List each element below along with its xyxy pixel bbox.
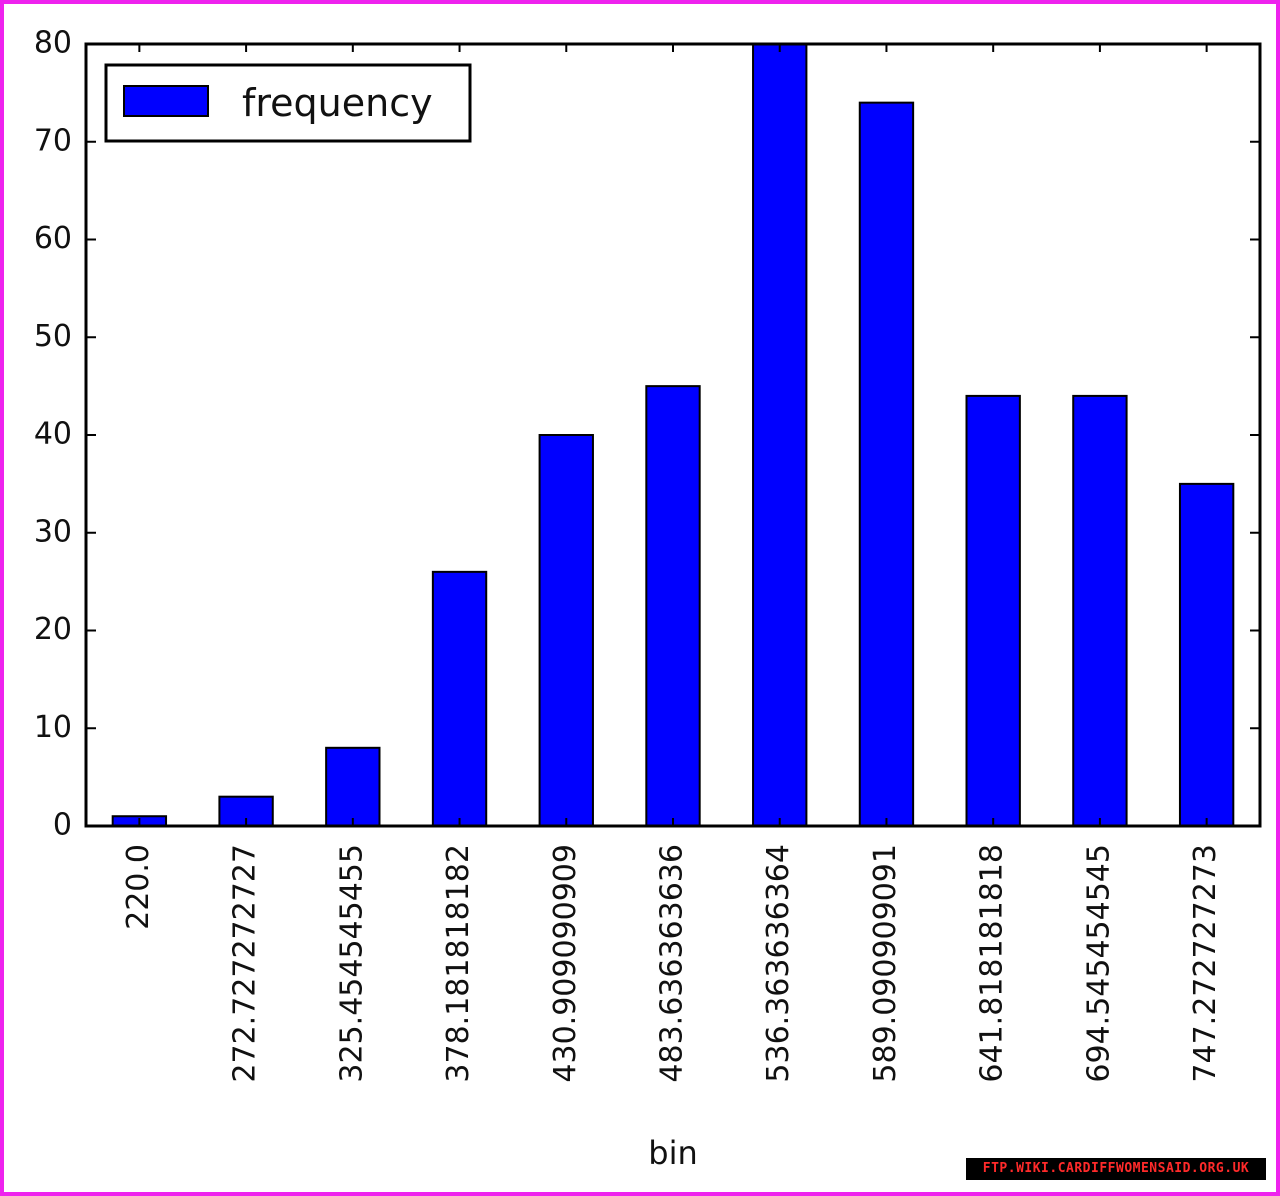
- watermark: FTP.WIKI.CARDIFFWOMENSAID.ORG.UK: [966, 1158, 1266, 1180]
- x-axis-label: bin: [648, 1134, 697, 1172]
- x-tick-label: 430.909090909: [548, 844, 583, 1083]
- y-tick-label: 60: [34, 221, 72, 256]
- x-tick-label: 747.272727273: [1188, 844, 1223, 1083]
- bar-2: [325, 746, 381, 827]
- x-tick-label: 483.636363636: [655, 844, 690, 1083]
- legend-swatch: [123, 85, 209, 117]
- bar-4: [538, 434, 594, 827]
- bar-5: [645, 385, 701, 827]
- x-tick-label: 220.0: [121, 844, 156, 930]
- y-tick-label: 0: [53, 808, 72, 843]
- y-tick-label: 10: [34, 710, 72, 745]
- y-tick-label: 70: [34, 123, 72, 158]
- x-tick-label: 694.545454545: [1081, 844, 1116, 1083]
- legend-label: frequency: [242, 81, 433, 125]
- x-tick-label: 325.454545455: [334, 844, 369, 1083]
- x-tick-label: 272.727272727: [228, 844, 263, 1083]
- y-tick-label: 30: [34, 514, 72, 549]
- x-tick-label: 378.181818182: [441, 844, 476, 1083]
- y-tick-label: 80: [34, 26, 72, 61]
- x-tick-label: 641.818181818: [975, 844, 1010, 1083]
- x-tick-label: 536.363636364: [761, 844, 796, 1083]
- x-tick-label: 589.090909091: [868, 844, 903, 1083]
- bar-10: [1178, 482, 1235, 827]
- plot-area: [84, 42, 1262, 828]
- bar-3: [431, 570, 488, 827]
- bar-6: [752, 43, 808, 827]
- y-tick-label: 40: [34, 417, 72, 452]
- legend: frequency: [104, 63, 472, 143]
- bar-8: [965, 394, 1021, 827]
- bar-9: [1072, 394, 1128, 827]
- y-tick-label: 50: [34, 319, 72, 354]
- bar-7: [858, 101, 915, 827]
- y-tick-label: 20: [34, 612, 72, 647]
